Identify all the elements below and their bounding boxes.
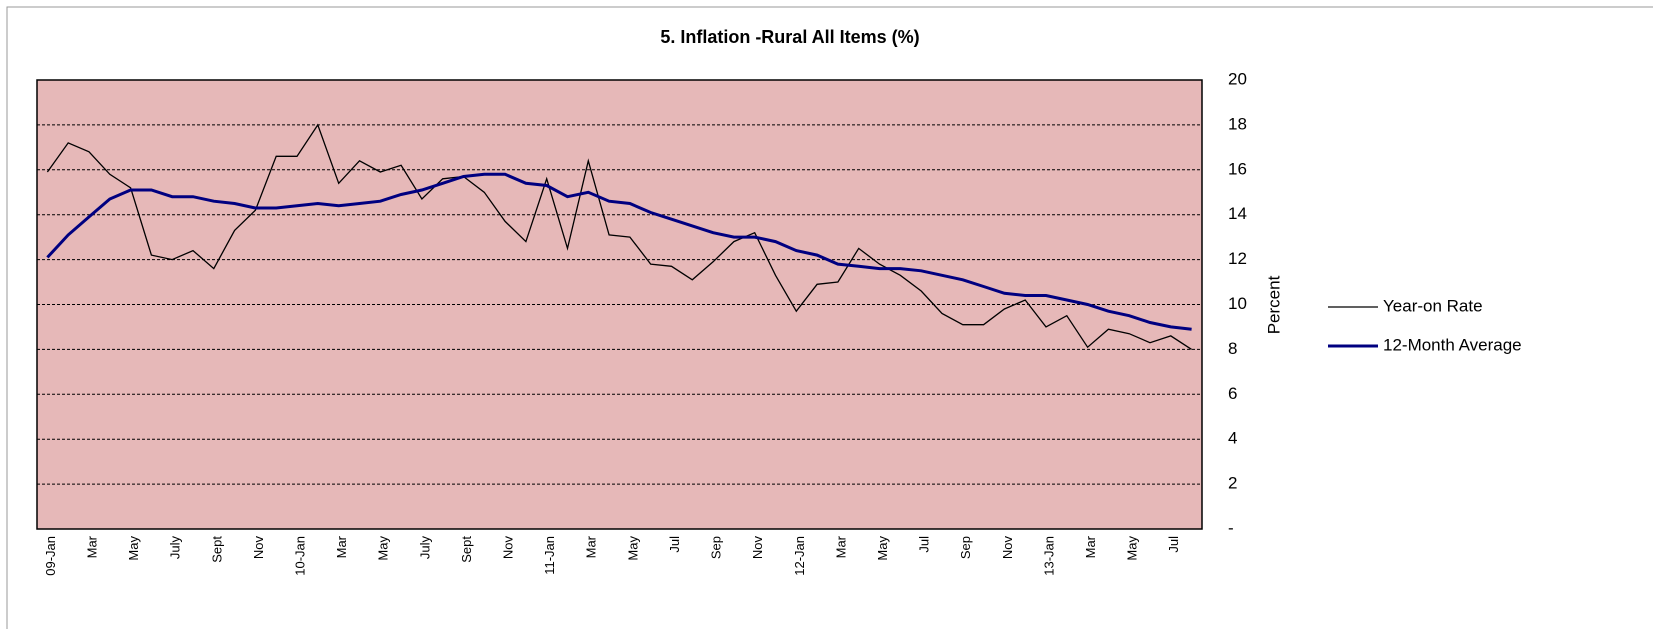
y-tick-label: 2 xyxy=(1228,474,1237,493)
legend-label: 12-Month Average xyxy=(1383,335,1522,354)
y-axis-label: Percent xyxy=(1264,275,1283,334)
x-tick-label: Nov xyxy=(750,536,765,560)
x-tick-label: May xyxy=(126,536,141,561)
x-tick-label: Sep xyxy=(958,536,973,559)
x-tick-label: 13-Jan xyxy=(1041,536,1056,576)
x-tick-label: Mar xyxy=(584,535,599,558)
series-line xyxy=(46,172,1192,331)
x-tick-label: July xyxy=(417,536,432,560)
x-tick-label: Mar xyxy=(833,535,848,558)
y-tick-label: 20 xyxy=(1228,69,1247,88)
y-tick-label: 16 xyxy=(1228,159,1247,178)
x-tick-label: May xyxy=(875,536,890,561)
x-tick-label: Mar xyxy=(1083,535,1098,558)
y-tick-label: 4 xyxy=(1228,429,1237,448)
x-tick-label: Jul xyxy=(917,536,932,553)
x-tick-label: May xyxy=(1125,536,1140,561)
x-tick-label: Jul xyxy=(1166,536,1181,553)
y-tick-label: 18 xyxy=(1228,114,1247,133)
x-tick-label: 10-Jan xyxy=(292,536,307,576)
series-line xyxy=(46,123,1192,350)
y-tick-label: 12 xyxy=(1228,249,1247,268)
x-tick-label: Nov xyxy=(501,536,516,560)
x-tick-label: Sept xyxy=(209,536,224,563)
x-tick-label: Sept xyxy=(459,536,474,563)
x-tick-label: 09-Jan xyxy=(43,536,58,576)
x-tick-label: May xyxy=(625,536,640,561)
legend-label: Year-on Rate xyxy=(1383,296,1483,315)
x-tick-label: Sep xyxy=(709,536,724,559)
y-tick-label: 10 xyxy=(1228,294,1247,313)
plot-border xyxy=(36,79,1203,530)
x-tick-label: Mar xyxy=(84,535,99,558)
x-tick-label: July xyxy=(168,536,183,560)
x-tick-label: 11-Jan xyxy=(542,536,557,575)
chart-title: 5. Inflation -Rural All Items (%) xyxy=(660,27,919,47)
y-tick-label: 14 xyxy=(1228,204,1247,223)
x-tick-label: May xyxy=(376,536,391,561)
x-tick-label: Nov xyxy=(251,536,266,560)
x-tick-label: Nov xyxy=(1000,536,1015,560)
y-tick-label: - xyxy=(1228,518,1234,537)
y-tick-label: 8 xyxy=(1228,339,1237,358)
x-tick-label: Jul xyxy=(667,536,682,553)
x-tick-label: Mar xyxy=(334,535,349,558)
y-tick-label: 6 xyxy=(1228,384,1237,403)
x-tick-label: 12-Jan xyxy=(792,536,807,576)
